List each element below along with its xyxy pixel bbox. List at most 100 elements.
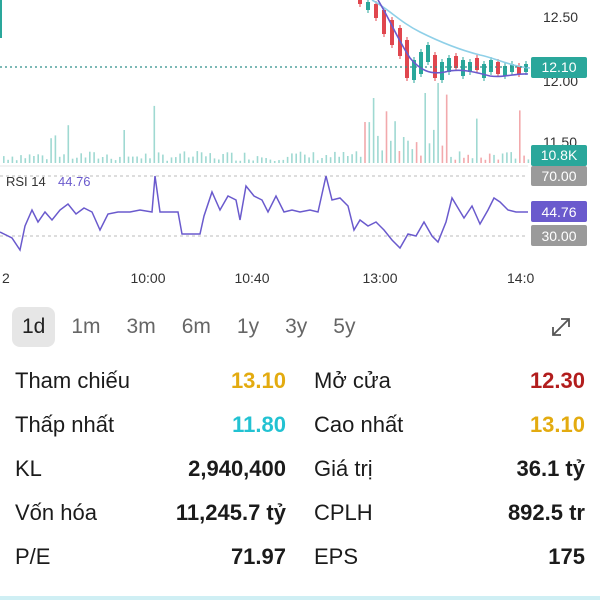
volume-bar	[136, 156, 138, 163]
volume-bar	[63, 154, 65, 163]
volume-bar	[243, 152, 246, 163]
volume-bar	[11, 156, 14, 163]
volume-bar	[218, 159, 220, 163]
volume-bar	[402, 137, 405, 163]
candle-body	[482, 64, 486, 78]
timeframe-5y[interactable]: 5y	[333, 315, 356, 338]
volume-bar	[304, 154, 306, 163]
volume-bar	[445, 94, 448, 163]
volume-bar	[291, 153, 293, 163]
volume-tag-text: 10.8K	[541, 147, 578, 163]
rsi-upper-tag-text: 70.00	[541, 168, 576, 184]
volume-bar	[273, 161, 276, 163]
moving-average-line-2	[377, 0, 529, 78]
volume-bar	[368, 122, 371, 163]
volume-bar	[205, 156, 207, 163]
volume-bar	[398, 151, 401, 163]
volume-bar	[390, 140, 392, 163]
bottom-panel-edge	[0, 596, 600, 600]
timeframe-1m[interactable]: 1m	[71, 315, 101, 338]
candle-body	[358, 0, 362, 4]
candle-body	[390, 20, 394, 45]
time-axis-label: 14:0	[507, 270, 534, 286]
candle-body	[447, 58, 451, 72]
candle-body	[489, 60, 493, 72]
volume-bar	[385, 111, 388, 163]
timeframe-3y[interactable]: 3y	[285, 315, 308, 338]
open-price-label: Mở cửa	[314, 368, 391, 393]
candle-body	[454, 56, 458, 68]
rsi-lower-tag-text: 30.00	[541, 228, 576, 244]
shares-outstanding-label: CPLH	[314, 500, 373, 525]
timeframe-3m[interactable]: 3m	[126, 315, 156, 338]
rsi-line	[0, 175, 528, 252]
volume-bar	[110, 158, 113, 163]
volume-bar	[415, 142, 418, 163]
stat-row: KL 2,940,400 Giá trị 36.1 tỷ	[0, 448, 600, 492]
candle-body	[405, 40, 409, 78]
volume-bar	[364, 122, 366, 163]
volume-bar	[312, 152, 315, 163]
pe-label: P/E	[15, 544, 51, 569]
volume-bar	[15, 160, 18, 163]
candle-body	[461, 60, 465, 76]
volume-bar	[58, 156, 61, 163]
timeframe-1d[interactable]: 1d	[12, 307, 56, 347]
volume-bar	[140, 158, 143, 163]
candle-body	[510, 64, 514, 72]
volume-bar	[209, 153, 211, 163]
timeframe-selector: 1d 1m 3m 6m 1y 3y 5y	[12, 305, 592, 349]
candle-body	[419, 52, 423, 74]
volume-bar	[157, 152, 160, 163]
volume-bar	[265, 158, 267, 163]
volume-label: KL	[15, 456, 42, 481]
volume-bar	[450, 156, 452, 163]
volume-bar	[359, 156, 362, 163]
volume-bar	[329, 157, 332, 163]
volume-bar	[295, 153, 297, 163]
rsi-value: 44.76	[58, 174, 91, 189]
volume-bar	[192, 156, 194, 163]
stat-row: Tham chiếu 13.10 Mở cửa 12.30	[0, 360, 600, 404]
rsi-lower-tag	[531, 225, 587, 246]
volume-bar	[501, 153, 504, 163]
candle-body	[412, 60, 416, 80]
volume-bar	[230, 152, 233, 163]
candle-body	[475, 58, 479, 70]
expand-icon[interactable]	[548, 314, 574, 340]
volume-bar	[187, 157, 190, 163]
volume-bar	[299, 151, 302, 163]
price-chart[interactable]: 12.50 12.00 11.50 12.10 10.8K RSI 14 44.…	[0, 0, 600, 300]
volume-bar	[523, 155, 525, 163]
volume-bar	[84, 157, 87, 163]
volume-bar	[123, 130, 125, 163]
ref-price-value: 13.10	[230, 368, 286, 393]
timeframe-1y[interactable]: 1y	[236, 315, 260, 338]
volume-bar	[411, 149, 414, 163]
volume-bar	[510, 152, 512, 163]
candle-body	[374, 4, 378, 18]
volume-bar	[252, 160, 254, 163]
market-cap-label: Vốn hóa	[15, 500, 97, 525]
volume-bar	[519, 110, 521, 163]
rsi-upper-tag	[531, 166, 587, 186]
timeframe-6m[interactable]: 6m	[181, 315, 211, 338]
rsi-tag	[531, 201, 587, 222]
volume-bar	[20, 155, 22, 163]
volume-bar	[316, 160, 319, 163]
volume-bar	[200, 152, 203, 163]
volume-bar	[41, 155, 44, 163]
volume-bar	[471, 158, 474, 163]
volume-bar	[222, 154, 224, 163]
volume-bar	[394, 121, 396, 163]
current-price-tag	[531, 57, 587, 78]
price-axis-label: 12.50	[543, 9, 578, 25]
stat-row: P/E 71.97 EPS 175	[0, 536, 600, 580]
volume-bar	[149, 158, 151, 163]
volume-bar	[381, 150, 383, 163]
volume-value: 2,940,400	[188, 456, 286, 481]
volume-bar	[286, 156, 289, 163]
volume-bar	[76, 157, 78, 163]
volume-bar	[93, 152, 95, 163]
volume-bar	[166, 160, 168, 163]
